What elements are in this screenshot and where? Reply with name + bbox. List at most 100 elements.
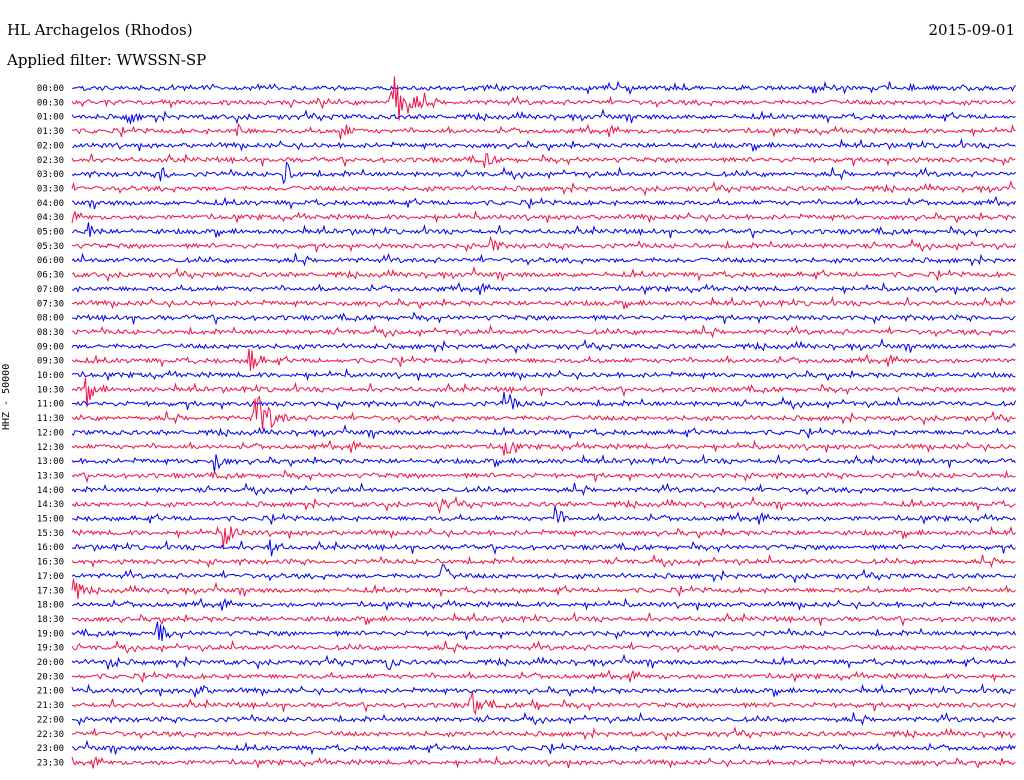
row-time-label: 03:00 — [37, 170, 64, 180]
trace-row — [71, 378, 1016, 408]
row-time-label: 03:30 — [37, 184, 64, 194]
row-time-label: 20:00 — [37, 658, 64, 668]
row-time-label: 17:30 — [37, 586, 64, 596]
row-time-label: 04:00 — [37, 199, 64, 209]
trace-row — [71, 691, 1016, 716]
row-time-label: 13:30 — [37, 471, 64, 481]
trace-row — [71, 539, 1016, 557]
trace-row — [71, 525, 1016, 548]
row-time-label: 05:30 — [37, 242, 64, 252]
station-title: HL Archagelos (Rhodos) — [7, 21, 193, 39]
trace-row — [71, 137, 1016, 152]
trace-row — [71, 482, 1016, 497]
trace-row — [71, 281, 1016, 296]
trace-row — [71, 726, 1016, 742]
row-time-label: 11:30 — [37, 414, 64, 424]
trace-row — [72, 391, 1016, 411]
row-time-label: 01:30 — [37, 127, 64, 137]
row-time-label: 07:00 — [37, 285, 64, 295]
trace-row — [71, 711, 1016, 726]
row-time-label: 01:00 — [37, 113, 64, 123]
row-time-label: 06:30 — [37, 271, 64, 281]
trace-row — [71, 439, 1016, 456]
trace-row — [71, 563, 1016, 584]
row-time-label: 04:30 — [37, 213, 64, 223]
row-time-label: 20:30 — [37, 672, 64, 682]
trace-row — [71, 611, 1016, 627]
trace-row — [71, 235, 1016, 253]
trace-row — [71, 80, 1016, 96]
row-time-label: 19:30 — [37, 644, 64, 654]
row-time-label: 02:30 — [37, 156, 64, 166]
trace-row — [71, 337, 1016, 355]
trace-row — [71, 639, 1016, 655]
trace-row — [71, 621, 1016, 641]
trace-row — [71, 179, 1016, 197]
row-time-label: 10:00 — [37, 371, 64, 381]
row-time-label: 18:00 — [37, 601, 64, 611]
row-time-label: 23:00 — [37, 744, 64, 754]
row-time-label: 22:30 — [37, 730, 64, 740]
row-time-label: 00:30 — [37, 98, 64, 108]
date-label: 2015-09-01 — [928, 21, 1015, 39]
trace-row — [71, 348, 1016, 371]
trace-row — [72, 123, 1016, 140]
trace-row — [71, 266, 1016, 283]
row-time-label: 00:00 — [37, 84, 64, 94]
trace-row — [71, 495, 1016, 515]
row-time-label: 16:00 — [37, 543, 64, 553]
filter-label: Applied filter: WWSSN-SP — [7, 51, 207, 69]
trace-row — [71, 311, 1016, 326]
row-time-label: 09:00 — [37, 342, 64, 352]
row-time-label: 16:30 — [37, 558, 64, 568]
row-time-label: 21:00 — [37, 687, 64, 697]
trace-row — [71, 295, 1016, 310]
row-time-label: 17:00 — [37, 572, 64, 582]
trace-row — [71, 161, 1016, 185]
row-time-label: 14:30 — [37, 500, 64, 510]
trace-row — [71, 395, 1016, 430]
row-time-label: 09:30 — [37, 357, 64, 367]
tick-label-layer: 00:00 00:30 01:00 01:30 02:00 02:30 03:00 03:30… — [37, 84, 64, 768]
trace-row — [71, 222, 1016, 240]
trace-row — [71, 252, 1016, 267]
trace-row — [71, 683, 1016, 699]
trace-row — [71, 739, 1016, 756]
row-time-label: 07:30 — [37, 299, 64, 309]
trace-row — [71, 76, 1016, 121]
row-time-label: 12:00 — [37, 428, 64, 438]
row-time-label: 21:30 — [37, 701, 64, 711]
trace-row — [71, 578, 1016, 600]
row-time-label: 02:00 — [37, 141, 64, 151]
trace-row — [71, 324, 1016, 339]
row-time-label: 19:00 — [37, 629, 64, 639]
trace-row — [71, 195, 1016, 210]
row-time-label: 08:00 — [37, 314, 64, 324]
row-time-label: 18:30 — [37, 615, 64, 625]
trace-row — [71, 469, 1016, 484]
row-time-label: 05:00 — [37, 228, 64, 238]
row-time-label: 08:30 — [37, 328, 64, 338]
trace-row — [71, 367, 1016, 382]
trace-layer — [71, 76, 1016, 770]
trace-row — [71, 153, 1016, 168]
row-time-label: 12:30 — [37, 443, 64, 453]
trace-row — [71, 210, 1016, 224]
trace-row — [71, 108, 1016, 125]
row-time-label: 14:00 — [37, 486, 64, 496]
row-time-label: 11:00 — [37, 400, 64, 410]
row-time-label: 23:30 — [37, 758, 64, 768]
trace-row — [71, 669, 1016, 683]
row-time-label: 10:30 — [37, 385, 64, 395]
trace-row — [71, 553, 1016, 569]
row-time-label: 22:00 — [37, 715, 64, 725]
trace-row — [71, 423, 1016, 440]
trace-row — [71, 506, 1016, 526]
row-time-label: 15:00 — [37, 515, 64, 525]
trace-row — [71, 597, 1016, 612]
row-time-label: 13:00 — [37, 457, 64, 467]
trace-row — [71, 453, 1016, 474]
row-time-label: 06:00 — [37, 256, 64, 266]
row-time-label: 15:30 — [37, 529, 64, 539]
